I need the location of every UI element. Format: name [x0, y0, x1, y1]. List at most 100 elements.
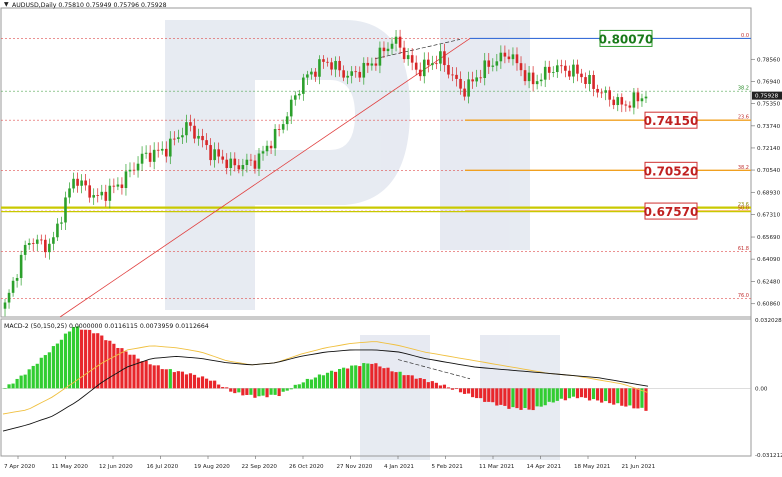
candle-body — [519, 63, 523, 71]
macd-bar — [144, 360, 148, 389]
candle-body — [584, 77, 587, 84]
candle-body — [310, 71, 313, 75]
macd-bar — [555, 388, 559, 401]
candle-body — [293, 95, 297, 100]
time-tick-label: 4 Jan 2021 — [384, 464, 414, 470]
macd-bar — [483, 388, 487, 402]
candle-body — [523, 70, 527, 82]
candle-body — [128, 169, 132, 172]
price-tick-label: 0.64090 — [757, 257, 781, 263]
candle-body — [366, 62, 370, 66]
candle-body — [217, 149, 220, 157]
candle-body — [124, 171, 128, 189]
candle-body — [390, 43, 394, 49]
macd-bar — [410, 375, 414, 389]
candle-body — [173, 138, 176, 140]
macd-bar — [196, 377, 201, 389]
macd-bar — [305, 378, 309, 389]
macd-bar — [180, 371, 184, 389]
macd-bar — [233, 388, 237, 394]
price-tick-label: 0.70540 — [757, 168, 781, 174]
candle-body — [201, 135, 204, 141]
candle-body — [580, 73, 583, 78]
macd-bar — [342, 367, 346, 389]
price-tick-label: 0.65690 — [757, 235, 781, 241]
candle-body — [302, 77, 305, 94]
price-tick-label: 0.62480 — [757, 279, 781, 285]
candle-body — [289, 99, 293, 117]
candle-body — [237, 165, 241, 170]
macd-tick-label: 0.032028 — [755, 318, 782, 324]
time-tick-label: 12 Jun 2020 — [99, 464, 133, 470]
time-tick-label: 21 Jun 2021 — [622, 464, 656, 470]
candle-body — [156, 149, 160, 151]
price-box — [599, 29, 653, 47]
macd-bar — [442, 384, 447, 389]
macd-tick-label: 0.00 — [755, 386, 768, 392]
candle-body — [306, 74, 309, 78]
candle-body — [27, 243, 31, 245]
candle-body — [281, 124, 285, 130]
price-tick-label: 0.73740 — [757, 124, 781, 130]
macd-bar — [511, 388, 515, 408]
macd-bar — [454, 388, 459, 390]
macd-bar — [519, 388, 523, 410]
macd-bar — [628, 388, 632, 406]
candle-body — [463, 88, 466, 97]
macd-info: MACD-2 (50,150,25) 0.0000000 0.0116115 0… — [4, 323, 209, 330]
macd-bar — [19, 375, 23, 389]
candle-body — [269, 145, 273, 149]
macd-bar — [559, 388, 563, 399]
chart-dropdown-icon[interactable]: ▼ — [4, 1, 9, 8]
macd-bar — [35, 363, 39, 389]
candle-body — [435, 63, 438, 65]
candle-body — [19, 254, 23, 278]
macd-bar — [551, 388, 555, 403]
macd-bar — [108, 340, 112, 389]
macd-bar — [604, 388, 608, 402]
macd-bar — [406, 375, 410, 389]
macd-bar — [539, 388, 543, 407]
candle-body — [229, 158, 233, 168]
macd-bar — [92, 333, 96, 389]
candle-body — [39, 239, 43, 241]
macd-bar — [591, 388, 596, 400]
macd-bar — [128, 354, 132, 389]
macd-bar — [257, 388, 261, 397]
candle-body — [394, 36, 398, 44]
candle-body — [422, 59, 426, 77]
macd-bar — [418, 378, 422, 389]
candle-body — [88, 185, 91, 198]
candle-body — [600, 92, 603, 94]
candle-body — [568, 70, 571, 77]
macd-bar — [563, 388, 567, 401]
price-tick-label: 0.60860 — [757, 302, 781, 308]
candle-body — [285, 116, 289, 125]
candle-body — [560, 65, 563, 67]
candle-body — [68, 188, 71, 198]
candle-body — [177, 137, 180, 139]
macd-bar — [273, 388, 277, 395]
fib-level-label: 61.8 — [738, 246, 749, 252]
time-tick-label: 19 Aug 2020 — [194, 464, 230, 470]
candle-body — [410, 55, 414, 63]
candle-body — [612, 99, 616, 106]
price-box-label: 0.67570 — [644, 205, 699, 219]
candle-body — [604, 90, 607, 93]
time-tick-label: 7 Apr 2020 — [4, 464, 35, 470]
current-price-marker — [752, 91, 782, 100]
candle-body — [551, 72, 555, 73]
candle-body — [152, 149, 156, 162]
macd-bar — [414, 378, 418, 389]
time-tick-label: 11 Mar 2021 — [479, 464, 515, 470]
macd-bar — [152, 365, 156, 389]
candle-body — [15, 277, 19, 281]
macd-bar — [495, 388, 499, 406]
candle-body — [406, 55, 410, 60]
macd-bar — [75, 326, 80, 389]
macd-bar — [475, 388, 479, 399]
macd-bar — [217, 384, 221, 389]
macd-bar — [434, 382, 438, 389]
